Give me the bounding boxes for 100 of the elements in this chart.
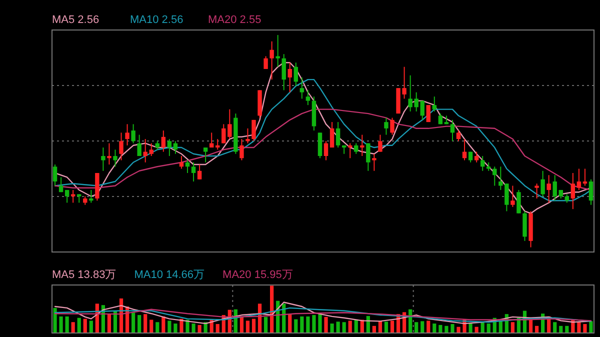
bar [589,321,593,333]
bar [390,320,394,333]
candlestick [58,176,64,193]
candlestick [552,174,557,202]
candlestick [420,100,424,120]
candlestick [52,164,58,186]
bar [71,322,75,333]
candlestick [366,142,370,172]
candlestick [300,76,304,100]
candlestick [70,189,76,204]
candlestick [354,142,358,154]
bar [432,324,436,333]
bar [498,321,502,333]
text: MA20 15.95万 [222,269,293,281]
bar [168,320,172,333]
candlestick [522,210,527,242]
bar [89,320,93,333]
candlestick [228,108,232,140]
bar [336,322,340,333]
bar [318,314,322,333]
text: MA10 2.56 [130,14,184,26]
candlestick [360,134,364,157]
candlestick [197,164,202,180]
text: MA10 14.66万 [134,269,205,281]
candlestick [516,189,521,214]
bar [246,320,250,333]
text: MA5 13.83万 [52,269,116,281]
bar [510,322,515,333]
bar [65,316,69,333]
candlestick [125,124,130,146]
candlestick [306,90,310,106]
bar [144,314,148,333]
candlestick [450,119,455,142]
bar [456,326,460,333]
candlestick [131,124,136,144]
candlestick [432,96,437,112]
candlestick [222,124,226,144]
bar [131,312,136,333]
candlestick [143,138,148,163]
candlestick [240,138,244,161]
bar [300,316,304,333]
bar [107,314,112,333]
candlestick [264,56,268,70]
bar [553,322,557,333]
candlestick [64,189,70,204]
bar [83,318,87,333]
candlestick [456,130,461,142]
candlestick [576,168,582,190]
candlestick [191,162,196,182]
candlestick [270,40,274,80]
bar [59,316,63,333]
candlestick [318,132,322,159]
bar [468,324,472,333]
candlestick [492,166,497,186]
candlestick [588,178,594,206]
candlestick [149,142,154,157]
bar [216,324,220,333]
candlestick [390,117,394,136]
bar [180,318,184,333]
bar [583,324,587,333]
candlestick [570,172,576,210]
bar [324,316,328,333]
candlestick [384,117,388,136]
bar [414,322,418,333]
candlestick [89,189,94,204]
bar [306,316,310,333]
bar [342,322,346,333]
candlestick [534,183,539,199]
bar [252,318,256,333]
candlestick [137,134,142,157]
candlestick [167,138,172,157]
bar [330,324,334,333]
candlestick [294,62,298,86]
bar [77,318,81,333]
bar [192,324,196,333]
candlestick [288,62,292,93]
candlestick [282,54,286,91]
bar [186,320,190,333]
candlestick [119,132,124,161]
bar [486,324,490,333]
candlestick [161,130,166,152]
candlestick [252,119,256,142]
candlestick [510,185,515,208]
bar [577,322,581,333]
bar [294,319,298,333]
bar [450,324,454,333]
text: MA20 2.55 [208,14,262,26]
candlestick [462,138,467,161]
bar [312,315,316,333]
bar [138,315,142,333]
candlestick [372,153,376,172]
bar [150,320,154,333]
candlestick [378,134,382,152]
candlestick [173,140,178,154]
bar [420,321,424,333]
candlestick [474,151,479,163]
bar [288,314,292,333]
bar [53,308,57,333]
candlestick [336,122,340,148]
bar [444,326,448,333]
